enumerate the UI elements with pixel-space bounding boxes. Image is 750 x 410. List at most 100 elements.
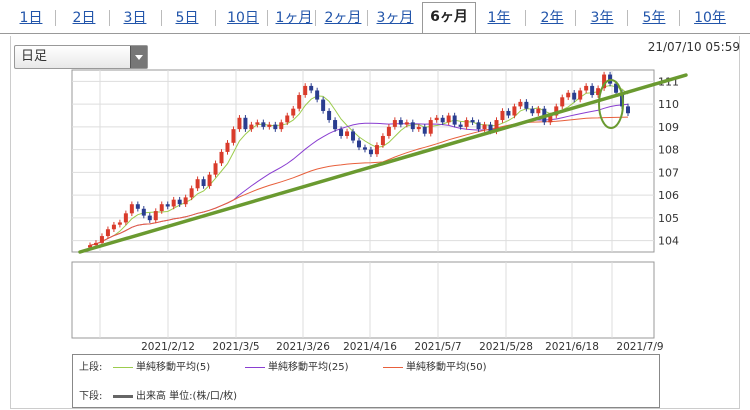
interval-select[interactable]: 日足 [14,45,148,69]
candle-body [596,88,601,96]
x-tick-label: 2021/3/26 [276,341,330,353]
candle-body [440,117,445,123]
candle-body [458,124,463,127]
candle-body [201,179,206,187]
candle-body [410,122,415,130]
candle-body [219,151,224,164]
tab-separator [525,10,526,26]
candle-body [500,110,505,121]
tab-13[interactable]: 5年 [642,10,666,26]
tab-3[interactable]: 3日 [123,10,147,26]
x-tick-label: 2021/6/18 [545,341,599,353]
volume-swatch [113,394,133,398]
candle-body [536,108,541,114]
candle-body [362,147,367,150]
candle-body [404,122,409,125]
candle-body [584,85,589,91]
tab-8[interactable]: 3ヶ月 [376,10,414,26]
candle-body [488,124,493,132]
candle-body [195,179,200,189]
volume-plot-area [71,261,655,339]
candle-body [351,131,356,141]
candle-body [578,90,583,100]
candle-body [93,242,98,246]
tab-separator [315,10,316,26]
candle-body [476,122,481,130]
tab-5[interactable]: 10日 [227,10,259,26]
tab-separator [161,10,162,26]
candle-body [560,97,565,107]
tab-6[interactable]: 1ヶ月 [275,10,313,26]
x-tick-label: 2021/4/16 [343,341,397,353]
x-tick-label: 2021/5/28 [479,341,533,353]
candle-body [297,95,302,109]
candle-body [470,120,475,123]
tab-11[interactable]: 2年 [540,10,564,26]
candle-body [452,115,457,125]
tab-9[interactable]: 6ヶ月 [422,2,476,33]
candle-body [273,124,278,130]
tab-7[interactable]: 2ヶ月 [324,10,362,26]
candle-body [213,163,218,175]
chevron-down-icon [135,55,143,60]
candle-body [207,174,212,187]
y-tick-label: 106 [658,189,679,202]
tab-2[interactable]: 2日 [72,10,96,26]
candle-body [267,124,272,127]
legend-volume: 出来高 単位:(株/口/枚) [113,387,237,402]
price-plot-area [71,69,655,253]
x-tick-label: 2021/3/5 [212,341,259,353]
candle-body [315,90,320,100]
candle-body [380,135,385,146]
y-tick-label: 108 [658,144,679,157]
ma25-swatch [245,366,265,368]
tab-separator [627,10,628,26]
chart-legend: 上段: 単純移動平均(5) 単純移動平均(25) 単純移動平均(50) 下段: … [72,354,660,408]
legend-ma25: 単純移動平均(25) [245,358,349,373]
candle-body [231,129,236,143]
candle-body [225,142,230,152]
legend-volume-label: 出来高 単位:(株/口/枚) [136,391,238,402]
legend-lower-label: 下段: [79,391,103,402]
x-tick-label: 2021/7/9 [616,341,663,353]
legend-ma50: 単純移動平均(50) [383,358,487,373]
candle-body [386,126,391,136]
tab-separator [367,10,368,26]
tab-10[interactable]: 1年 [487,10,511,26]
candle-body [554,106,559,116]
candle-body [135,204,140,209]
candle-body [153,211,158,221]
candle-body [422,126,427,134]
candle-body [446,115,451,123]
tab-12[interactable]: 3年 [590,10,614,26]
tab-1[interactable]: 1日 [19,10,43,26]
candle-body [261,122,266,127]
candle-body [171,199,176,207]
candle-body [434,117,439,121]
candle-body [392,120,397,127]
candle-body [602,74,607,89]
y-tick-label: 107 [658,166,679,179]
candle-body [494,120,499,132]
tab-separator [679,10,680,26]
interval-select-value: 日足 [21,49,48,64]
candle-body [249,124,254,130]
candle-body [428,120,433,134]
legend-ma50-label: 単純移動平均(50) [406,362,487,373]
candle-body [291,108,296,116]
tab-4[interactable]: 5日 [175,10,199,26]
candle-body [572,92,577,100]
candle-body [321,99,326,111]
tab-separator [267,10,268,26]
y-tick-label: 110 [658,98,679,111]
candle-body [123,213,128,223]
candle-body [518,101,523,107]
chart-panel [10,36,740,409]
candle-body [105,229,110,237]
dropdown-toggle[interactable] [130,46,147,68]
candle-body [285,115,290,123]
candle-body [464,120,469,127]
candle-body [339,129,344,136]
candle-body [530,108,535,114]
tab-14[interactable]: 10年 [694,10,726,26]
